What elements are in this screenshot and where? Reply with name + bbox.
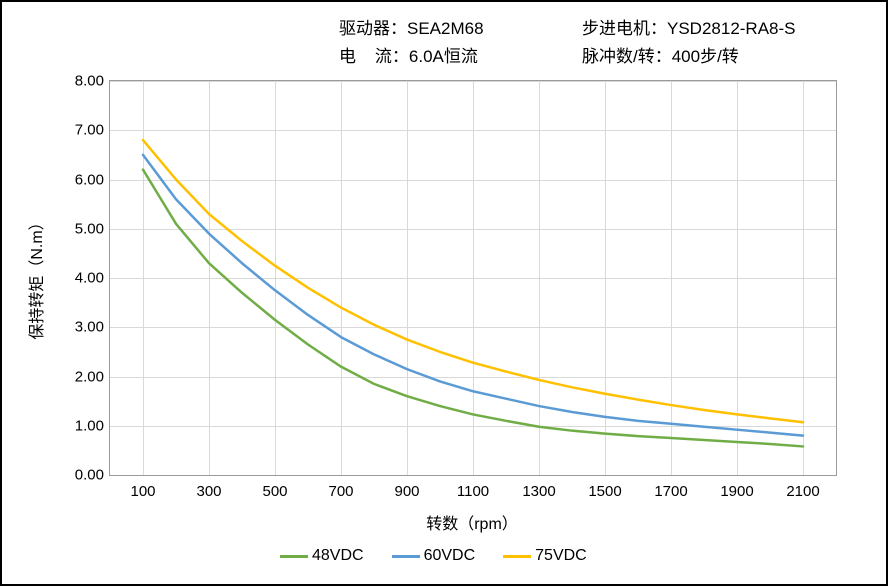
x-tick-label: 500 xyxy=(262,475,287,500)
legend-label: 60VDC xyxy=(424,547,476,565)
header-current: 电 流：6.0A恒流 xyxy=(339,42,478,67)
header-motor: 步进电机：YSD2812-RA8-S xyxy=(582,14,796,39)
chart-container: 驱动器：SEA2M68 步进电机：YSD2812-RA8-S 电 流：6.0A恒… xyxy=(0,0,888,586)
legend-item: 60VDC xyxy=(392,547,476,565)
y-tick-label: 1.00 xyxy=(75,417,110,434)
series-60VDC xyxy=(143,155,803,436)
x-tick-label: 100 xyxy=(130,475,155,500)
legend-swatch xyxy=(503,555,531,558)
x-tick-label: 1500 xyxy=(588,475,621,500)
legend-item: 75VDC xyxy=(503,547,587,565)
legend-item: 48VDC xyxy=(280,547,364,565)
x-tick-label: 2100 xyxy=(786,475,819,500)
x-tick-label: 1700 xyxy=(654,475,687,500)
y-tick-label: 3.00 xyxy=(75,319,110,336)
plot-area: 0.001.002.003.004.005.006.007.008.001003… xyxy=(109,80,837,476)
x-axis-label: 转数（rpm） xyxy=(426,510,518,534)
legend-swatch xyxy=(392,555,420,558)
y-tick-label: 5.00 xyxy=(75,220,110,237)
y-axis-label: 保持转矩（N.m） xyxy=(23,214,47,339)
y-tick-label: 6.00 xyxy=(75,171,110,188)
y-tick-label: 4.00 xyxy=(75,270,110,287)
legend-label: 48VDC xyxy=(312,547,364,565)
header-driver: 驱动器：SEA2M68 xyxy=(339,14,484,39)
y-tick-label: 0.00 xyxy=(75,467,110,484)
x-tick-label: 1300 xyxy=(522,475,555,500)
x-tick-label: 300 xyxy=(196,475,221,500)
x-tick-label: 700 xyxy=(328,475,353,500)
x-tick-label: 1100 xyxy=(457,475,489,500)
x-tick-label: 1900 xyxy=(720,475,753,500)
series-layer xyxy=(110,81,836,475)
series-75VDC xyxy=(143,140,803,422)
legend: 48VDC 60VDC 75VDC xyxy=(280,547,587,565)
header-pulse: 脉冲数/转：400步/转 xyxy=(582,42,739,67)
y-tick-label: 2.00 xyxy=(75,368,110,385)
series-48VDC xyxy=(143,170,803,447)
y-tick-label: 8.00 xyxy=(75,73,110,90)
x-tick-label: 900 xyxy=(394,475,419,500)
legend-label: 75VDC xyxy=(535,547,587,565)
legend-swatch xyxy=(280,555,308,558)
y-tick-label: 7.00 xyxy=(75,122,110,139)
